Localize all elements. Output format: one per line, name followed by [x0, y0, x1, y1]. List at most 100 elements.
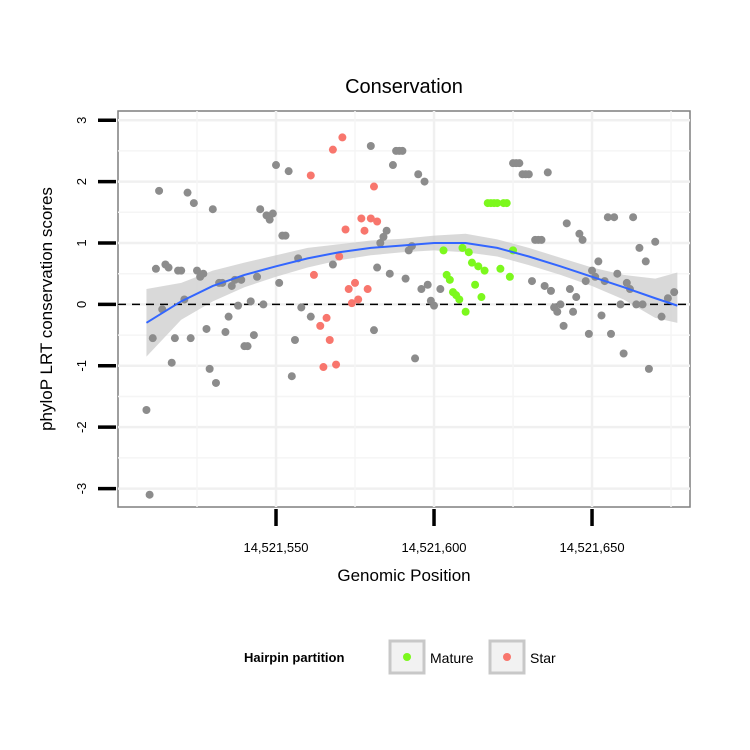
data-point-other [366, 141, 375, 150]
data-point-other [211, 378, 220, 387]
data-point-mature [445, 275, 454, 284]
data-point-other [189, 199, 198, 208]
data-point-other [651, 237, 660, 246]
data-point-star [351, 278, 360, 287]
data-point-other [663, 294, 672, 303]
y-tick-label: -3 [74, 483, 89, 495]
data-point-mature [464, 248, 473, 257]
data-point-other [632, 300, 641, 309]
data-point-other [613, 269, 622, 278]
data-point-other [436, 285, 445, 294]
data-point-star [347, 299, 356, 308]
data-point-other [420, 177, 429, 186]
data-point-other [193, 266, 202, 275]
y-tick-label: 0 [74, 301, 89, 308]
data-point-other [524, 170, 533, 179]
data-point-mature [474, 262, 483, 271]
data-point-other [559, 321, 568, 330]
data-point-other [306, 312, 315, 321]
data-point-other [202, 324, 211, 333]
data-point-other [657, 312, 666, 321]
data-point-other [376, 239, 385, 247]
data-point-other [398, 146, 407, 155]
data-point-other [155, 186, 164, 195]
data-point-star [366, 214, 375, 223]
y-axis-title: phyloP LRT conservation scores [37, 187, 56, 431]
chart-title: Conservation [345, 76, 463, 98]
data-point-star [316, 321, 325, 330]
y-tick-label: -1 [74, 360, 89, 372]
data-point-other [584, 329, 593, 338]
data-point-other [588, 266, 597, 275]
data-point-star [341, 225, 350, 234]
data-point-other [164, 263, 173, 272]
confidence-ribbon [146, 233, 678, 357]
data-point-other [148, 334, 157, 343]
data-point-other [401, 274, 410, 283]
data-point-star [344, 285, 353, 294]
smooth-line-layer [145, 242, 678, 324]
data-point-star [328, 145, 337, 154]
data-point-mature [505, 272, 514, 281]
data-point-mature [461, 307, 470, 316]
data-point-other [243, 342, 252, 351]
data-point-mature [439, 246, 448, 255]
data-point-other [237, 275, 246, 284]
data-point-other [638, 300, 647, 309]
data-point-star [357, 214, 366, 223]
data-point-other [565, 285, 574, 294]
data-point-other [562, 219, 571, 228]
data-point-star [369, 182, 378, 191]
data-point-other [575, 229, 584, 238]
data-point-other [616, 300, 625, 309]
data-point-other [253, 272, 262, 281]
data-point-other [256, 205, 265, 214]
data-point-mature [458, 243, 467, 252]
x-tick-label: 14,521,600 [401, 540, 466, 555]
data-point-other [430, 301, 439, 310]
data-point-star [325, 336, 334, 345]
data-point-other [515, 159, 524, 168]
data-point-other [382, 226, 391, 235]
data-point-mature [471, 280, 480, 289]
data-points [142, 133, 679, 499]
data-point-other [183, 188, 192, 197]
data-point-other [414, 170, 423, 179]
data-point-other [221, 328, 230, 337]
data-point-other [234, 301, 243, 310]
plot-panel [117, 110, 691, 508]
data-point-star [335, 252, 344, 261]
data-point-other [177, 266, 186, 275]
data-point-star [322, 313, 331, 322]
data-point-other [417, 285, 426, 294]
data-point-mature [480, 266, 489, 275]
data-point-other [556, 300, 565, 309]
data-point-star [354, 295, 363, 304]
data-point-other [145, 490, 154, 499]
data-point-star [332, 360, 341, 369]
data-point-other [594, 257, 603, 266]
data-point-other [644, 364, 653, 373]
data-point-other [537, 235, 546, 244]
data-point-other [259, 300, 268, 309]
data-point-other [569, 307, 578, 316]
data-point-mature [477, 293, 486, 302]
grid [118, 111, 690, 507]
data-point-other [268, 209, 277, 218]
data-point-other [411, 354, 420, 363]
data-point-other [606, 329, 615, 338]
legend-swatch-mature [403, 653, 411, 661]
x-axis: 14,521,550 14,521,600 14,521,650 [243, 509, 625, 555]
smooth-trend-line [145, 242, 678, 324]
data-point-other [622, 278, 631, 287]
data-point-other [546, 286, 555, 295]
data-point-other [224, 312, 233, 321]
data-point-other [287, 372, 296, 381]
data-point-mature [493, 199, 502, 208]
data-point-star [373, 217, 382, 226]
data-point-star [306, 171, 315, 180]
x-tick-label: 14,521,550 [243, 540, 308, 555]
data-point-other [379, 232, 388, 241]
data-point-other [540, 281, 549, 290]
